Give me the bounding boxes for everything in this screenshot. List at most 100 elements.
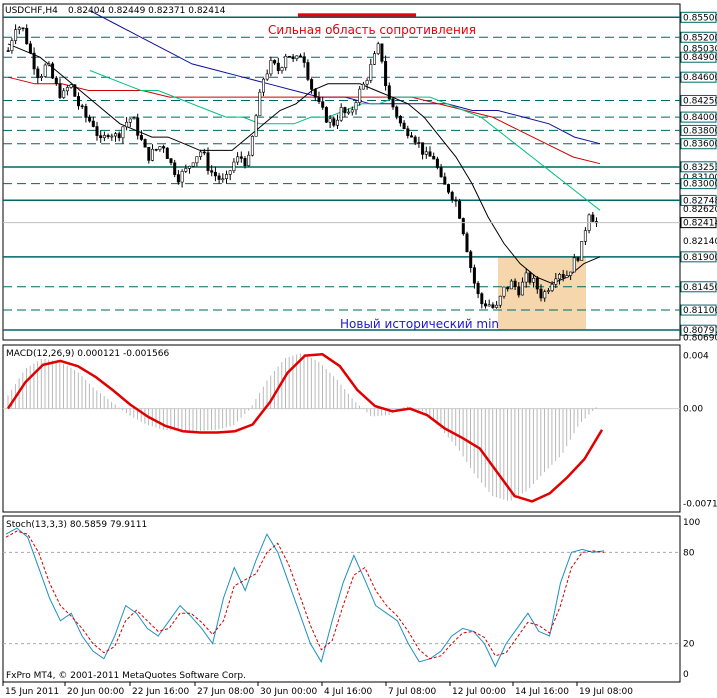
candle [369,58,373,84]
candle [128,118,132,128]
price-tick-label: 0.84000 [683,113,717,123]
candle [180,169,184,188]
price-tick-label: 0.81100 [683,306,717,316]
macd-tick-label: -0.00714 [683,499,717,509]
candle [62,87,66,99]
price-tick-label: 0.80690 [683,333,717,343]
candle [80,103,84,110]
candle [58,78,62,99]
candle [291,53,295,63]
price-tick-label: 0.80797 [683,326,717,336]
candle [95,121,99,141]
candle [402,120,406,130]
price-level-tag [680,161,717,173]
candle [424,146,428,159]
price-level-tag [680,281,717,293]
candle [391,98,395,110]
candle [395,105,399,120]
candle [17,26,21,35]
panel-frame [2,3,681,341]
stoch-tick-label: 20 [683,640,695,650]
candle [476,281,480,299]
candle [169,158,173,166]
candle [487,299,491,307]
candle [465,231,469,253]
candle [306,59,310,82]
candle [328,115,332,129]
candle [583,227,587,246]
candle [528,271,532,285]
candle [6,47,10,52]
candle [239,151,243,163]
stoch-tick-label: 80 [683,548,695,558]
candle [458,198,462,219]
candle [313,88,317,102]
candle [532,274,536,288]
candle [569,271,573,281]
ohlc-readout: 0.82404 0.82449 0.82371 0.82414 [68,6,226,16]
candle [576,256,580,263]
candle [147,146,151,164]
candle [132,116,136,120]
candle [136,113,140,140]
candle [206,147,210,175]
candle [413,135,417,146]
candle [54,75,58,86]
candle [121,126,125,144]
candle [454,196,458,207]
candle [165,147,169,159]
time-tick-label: 12 Jul 00:00 [452,687,506,697]
candle [191,162,195,168]
price-tick-label: 0.84250 [683,96,717,106]
candle [310,78,314,94]
candle [69,83,73,89]
candle [591,211,595,222]
macd-tick-label: 0.004 [683,352,709,362]
stoch-tick-label: 0 [683,670,689,680]
candle [495,301,499,309]
candle [162,144,166,153]
time-tick-label: 19 Jul 08:00 [579,687,633,697]
price-tick-label: 0.85030 [683,45,717,55]
resistance-annotation: Сильная область сопротивления [268,23,476,37]
candle [51,61,55,79]
candle [221,173,225,183]
price-tick-label: 0.83600 [683,140,717,150]
candle [561,269,565,282]
price-level-tag [680,178,717,190]
stoch-tick-label: 100 [683,518,700,528]
price-level-tag [680,194,717,206]
price-tick-label: 0.85500 [683,13,717,23]
candle [417,136,421,148]
candle [580,241,584,261]
candle [483,300,487,309]
candle [32,47,36,75]
stoch-title: Stoch(13,3,3) 80.5859 79.9111 [6,520,147,530]
price-level-tag [680,324,717,336]
candle [432,152,436,160]
candle [428,146,432,157]
macd-signal-line [6,353,604,503]
candle [261,78,265,97]
candle [361,81,365,90]
candle [284,53,288,71]
candle [173,159,177,178]
price-tick-label: 0.83000 [683,180,717,190]
candle [287,55,291,58]
candle [202,148,206,156]
candle [321,96,325,110]
candle [273,59,277,66]
candle [513,278,517,290]
price-level-tag [680,11,717,23]
price-tick-label: 0.83100 [683,173,717,183]
candle [84,103,88,123]
candle [539,284,543,302]
candle [365,78,369,90]
candle [228,170,232,181]
candle [450,190,454,203]
candle [506,286,510,292]
current-price-label: 0.82414 [683,219,717,229]
candle [199,149,203,160]
candle [36,66,40,84]
